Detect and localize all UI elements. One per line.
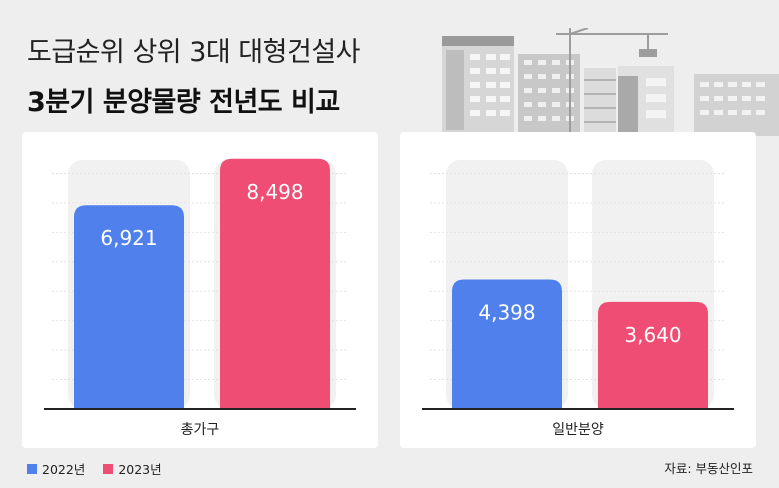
crane xyxy=(556,28,668,136)
legend: 2022년 2023년 xyxy=(27,459,180,478)
legend-item-2022: 2022년 xyxy=(27,459,85,478)
data-label-0: 4,398 xyxy=(478,301,535,325)
chart-panel-general: 4,398 3,640 일반분양 xyxy=(400,132,756,448)
data-label-0: 6,921 xyxy=(100,226,157,250)
chart-panel-total: 6,921 8,498 총가구 xyxy=(22,132,378,448)
bar-0 xyxy=(74,205,184,409)
building-tower xyxy=(618,66,674,136)
legend-swatch-2023 xyxy=(103,463,114,474)
bar-0 xyxy=(452,279,562,409)
data-label-1: 8,498 xyxy=(246,180,303,204)
legend-label-2023: 2023년 xyxy=(118,462,162,477)
category-label-total: 총가구 xyxy=(180,422,220,438)
page-title: 도급순위 상위 3대 대형건설사 xyxy=(27,37,361,68)
bar-1 xyxy=(598,301,708,409)
construction-skyline-illustration xyxy=(442,28,779,136)
source-note: 자료: 부동산인포 xyxy=(664,461,753,476)
page-subtitle: 3분기 분양물량 전년도 비교 xyxy=(27,87,340,118)
data-label-1: 3,640 xyxy=(624,323,681,347)
building-right xyxy=(694,74,779,136)
building-frame xyxy=(584,68,616,136)
legend-item-2023: 2023년 xyxy=(103,459,162,478)
chart-svg-general: 4,398 3,640 xyxy=(422,160,734,410)
legend-label-2022: 2022년 xyxy=(42,462,86,477)
chart-svg-total: 6,921 8,498 xyxy=(44,158,356,410)
bar-1 xyxy=(220,158,330,409)
legend-swatch-2022 xyxy=(27,463,37,474)
building-left xyxy=(442,36,514,136)
category-label-general: 일반분양 xyxy=(552,422,604,438)
header: 도급순위 상위 3대 대형건설사 3분기 분양물량 전년도 비교 xyxy=(0,0,779,150)
